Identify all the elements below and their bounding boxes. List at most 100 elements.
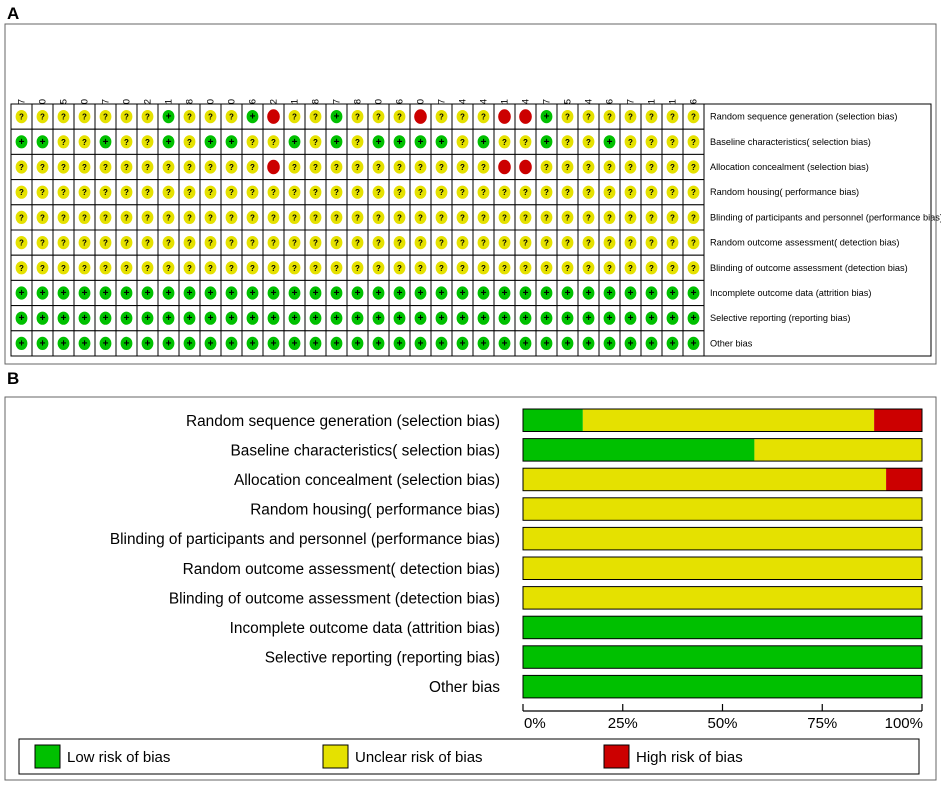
judgement-symbol: + [544,137,550,148]
judgement-symbol: ? [82,213,87,222]
judgement-symbol: + [376,137,382,148]
judgement-symbol: + [103,137,109,148]
judgement-unclear [225,236,238,250]
judgement-low [477,286,490,300]
judgement-unclear [603,160,616,174]
judgement-symbol: ? [250,188,255,197]
judgement-symbol: ? [670,213,675,222]
judgement-symbol: ? [250,213,255,222]
judgement-symbol: + [355,313,361,324]
judgement-symbol: + [607,313,613,324]
judgement-unclear [582,110,595,124]
judgement-symbol: + [397,137,403,148]
judgement-symbol: ? [649,138,654,147]
judgement-symbol: ? [292,113,297,122]
judgement-unclear [477,261,490,275]
judgement-low [435,135,448,149]
judgement-symbol: ? [250,239,255,248]
x-tick-label: 25% [608,715,638,732]
judgement-unclear [519,210,532,224]
judgement-unclear [561,135,574,149]
judgement-unclear [456,210,469,224]
judgement-symbol: ? [607,213,612,222]
judgement-unclear [624,261,637,275]
judgement-symbol: ? [544,239,549,248]
judgement-symbol: ? [82,113,87,122]
judgement-symbol: + [334,313,340,324]
judgement-symbol: + [649,288,655,299]
judgement-high [519,159,532,175]
judgement-symbol: ? [355,113,360,122]
judgement-symbol: ? [397,213,402,222]
judgement-unclear [666,261,679,275]
judgement-symbol: + [208,338,214,349]
bar-outline [522,586,923,610]
judgement-symbol: ? [628,213,633,222]
x-tick-label: 0% [524,715,546,732]
judgement-symbol: ? [271,188,276,197]
judgement-unclear [624,135,637,149]
judgement-symbol: + [124,313,130,324]
judgement-symbol: ? [229,264,234,273]
judgement-low [603,135,616,149]
judgement-unclear [603,210,616,224]
judgement-unclear [288,110,301,124]
judgement-unclear [309,261,322,275]
judgement-low [561,336,574,350]
judgement-low [162,135,175,149]
judgement-symbol: ? [649,163,654,172]
judgement-symbol: + [565,338,571,349]
judgement-symbol: + [523,338,529,349]
judgement-unclear [267,185,280,199]
judgement-symbol: ? [628,264,633,273]
judgement-unclear [351,210,364,224]
judgement-symbol: ? [229,188,234,197]
judgement-low [246,286,259,300]
judgement-symbol: ? [313,113,318,122]
bar-outline [522,438,923,462]
judgement-unclear [624,236,637,250]
judgement-symbol: + [544,288,550,299]
judgement-symbol: ? [397,188,402,197]
judgement-low [120,311,133,325]
judgement-symbol: ? [607,163,612,172]
judgement-unclear [57,135,70,149]
judgement-symbol: + [313,338,319,349]
judgement-symbol: ? [166,239,171,248]
judgement-low [477,311,490,325]
judgement-low [414,311,427,325]
judgement-symbol: + [481,313,487,324]
judgement-unclear [477,160,490,174]
judgement-symbol: + [166,338,172,349]
judgement-symbol: ? [313,138,318,147]
judgement-unclear [561,210,574,224]
judgement-symbol: ? [82,163,87,172]
judgement-low [666,336,679,350]
judgement-symbol: ? [19,188,24,197]
judgement-unclear [57,261,70,275]
judgement-symbol: + [649,338,655,349]
judgement-unclear [435,210,448,224]
judgement-low [435,336,448,350]
judgement-symbol: ? [187,213,192,222]
judgement-symbol: ? [61,264,66,273]
judgement-unclear [330,261,343,275]
judgement-symbol: ? [103,213,108,222]
judgement-unclear [582,135,595,149]
judgement-unclear [36,210,49,224]
legend-swatch-unclear [322,744,349,769]
judgement-unclear [309,236,322,250]
judgement-unclear [372,110,385,124]
judgement-symbol: ? [355,213,360,222]
judgement-unclear [246,261,259,275]
judgement-symbol: + [418,313,424,324]
judgement-unclear [351,110,364,124]
judgement-symbol: ? [208,188,213,197]
judgement-unclear [57,236,70,250]
judgement-unclear [330,236,343,250]
judgement-symbol: ? [481,213,486,222]
judgement-symbol: ? [586,163,591,172]
judgement-low [687,311,700,325]
judgement-low [225,336,238,350]
judgement-low [162,110,175,124]
